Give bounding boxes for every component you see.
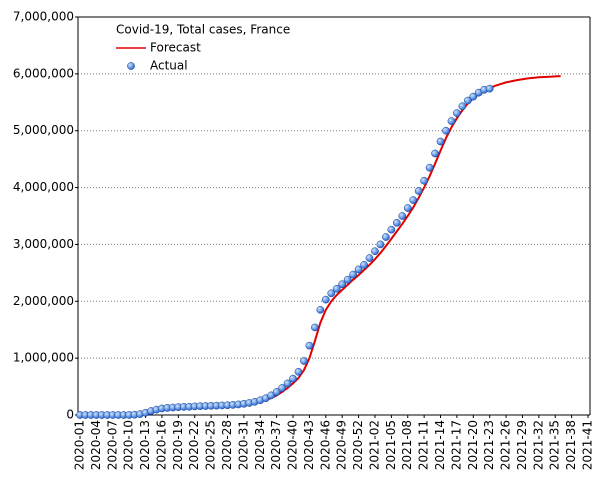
actual-point <box>289 374 297 383</box>
x-tick-label: 2020-16 <box>154 420 168 470</box>
x-tick-label: 2021-20 <box>466 420 480 470</box>
x-tick-label: 2020-19 <box>171 420 185 470</box>
actual-point <box>272 388 281 396</box>
x-tick-label: 2021-17 <box>449 420 463 470</box>
actual-point <box>431 149 439 158</box>
legend-label: Forecast <box>150 41 201 55</box>
x-tick-label: 2021-11 <box>417 420 431 470</box>
actual-point <box>387 225 396 234</box>
x-tick-label: 2020-22 <box>187 420 201 470</box>
actual-point <box>332 284 341 293</box>
actual-point <box>409 196 418 204</box>
x-tick-label: 2021-41 <box>581 420 595 470</box>
legend-title: Covid-19, Total cases, France <box>116 23 290 37</box>
x-tick-label: 2021-32 <box>531 420 545 470</box>
legend-label: Actual <box>150 59 188 73</box>
x-tick-label: 2020-28 <box>220 420 234 470</box>
y-tick-label: 0 <box>66 408 74 422</box>
x-tick-label: 2021-14 <box>433 420 447 470</box>
x-tick-label: 2020-01 <box>73 420 87 470</box>
x-tick-label: 2020-49 <box>335 420 349 470</box>
x-tick-label: 2020-31 <box>236 420 250 470</box>
x-tick-label: 2021-23 <box>482 420 496 470</box>
x-tick-label: 2021-38 <box>564 420 578 470</box>
actual-point <box>283 379 292 388</box>
actual-point <box>316 305 325 314</box>
actual-point <box>458 102 467 111</box>
actual-point <box>349 270 357 279</box>
actual-point <box>425 163 434 172</box>
x-tick-label: 2020-25 <box>204 420 218 470</box>
actual-point <box>376 240 385 249</box>
actual-point <box>321 295 330 304</box>
x-tick-label: 2021-05 <box>384 420 398 470</box>
x-tick-label: 2020-37 <box>269 420 283 470</box>
actual-point <box>436 137 445 146</box>
actual-point <box>311 323 319 332</box>
x-tick-label: 2021-26 <box>499 420 513 470</box>
x-tick-label: 2020-04 <box>89 420 103 470</box>
x-tick-label: 2020-13 <box>138 420 152 470</box>
actual-point <box>343 275 352 284</box>
x-tick-label: 2020-40 <box>286 420 300 470</box>
y-tick-label: 5,000,000 <box>13 123 74 137</box>
actual-point <box>420 176 428 185</box>
actual-point <box>447 117 456 125</box>
actual-point <box>371 247 379 256</box>
x-tick-label: 2021-29 <box>515 420 529 470</box>
actual-point <box>442 126 450 135</box>
y-tick-label: 3,000,000 <box>13 237 74 251</box>
actual-point <box>365 254 374 262</box>
actual-point <box>453 109 461 117</box>
x-tick-label: 2020-07 <box>105 420 119 470</box>
x-tick-label: 2021-08 <box>400 420 414 470</box>
actual-point <box>403 204 412 212</box>
x-tick-label: 2021-35 <box>548 420 562 470</box>
actual-point <box>338 280 347 289</box>
x-tick-label: 2020-43 <box>302 420 316 470</box>
actual-point <box>327 289 336 298</box>
actual-point <box>414 187 423 195</box>
actual-point <box>300 357 308 365</box>
actual-point <box>469 92 478 101</box>
actual-point <box>294 367 303 376</box>
y-tick-label: 6,000,000 <box>13 66 74 80</box>
x-tick-label: 2020-10 <box>122 420 136 470</box>
actual-point <box>392 218 401 227</box>
actual-point <box>382 233 390 241</box>
actual-point <box>267 391 276 400</box>
x-tick-label: 2020-34 <box>253 420 267 470</box>
x-tick-label: 2020-52 <box>351 420 365 470</box>
y-tick-label: 4,000,000 <box>13 180 74 194</box>
x-tick-label: 2021-02 <box>367 420 381 470</box>
actual-point <box>354 265 363 274</box>
y-tick-label: 2,000,000 <box>13 294 74 308</box>
forecast-line <box>80 75 561 416</box>
actual-point <box>485 84 494 93</box>
y-tick-label: 1,000,000 <box>13 351 74 365</box>
actual-point <box>360 261 368 269</box>
actual-point <box>463 96 472 105</box>
x-tick-label: 2020-46 <box>318 420 332 470</box>
actual-point <box>398 212 407 220</box>
actual-point <box>278 384 286 392</box>
actual-point <box>305 341 314 350</box>
legend-point <box>127 62 135 70</box>
y-tick-label: 7,000,000 <box>13 10 74 24</box>
